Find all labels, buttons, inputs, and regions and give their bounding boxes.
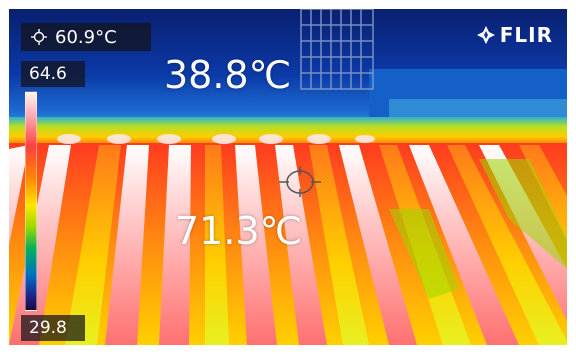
upper-temperature-label: 38.8℃ [164, 53, 292, 97]
spot-temperature-readout: 60.9°C [21, 23, 151, 51]
lower-temperature-label: 71.3℃ [175, 209, 303, 253]
scale-min-label: 29.8 [21, 315, 85, 341]
thermal-image [9, 9, 567, 345]
crosshair-icon [31, 29, 47, 45]
spot-temperature-value: 60.9°C [55, 26, 117, 48]
flir-logo-icon [476, 26, 495, 44]
scale-min-value: 29.8 [29, 318, 67, 338]
flir-logo: FLIR [476, 23, 553, 47]
flir-logo-text: FLIR [499, 23, 553, 47]
thermal-image-frame: 60.9°C 64.6 29.8 FLIR 38.8℃ 71.3℃ [9, 9, 567, 345]
scale-max-label: 64.6 [21, 61, 85, 87]
color-scale-bar [25, 91, 37, 311]
spot-meter-icon [279, 167, 321, 197]
scale-max-value: 64.6 [29, 64, 67, 84]
